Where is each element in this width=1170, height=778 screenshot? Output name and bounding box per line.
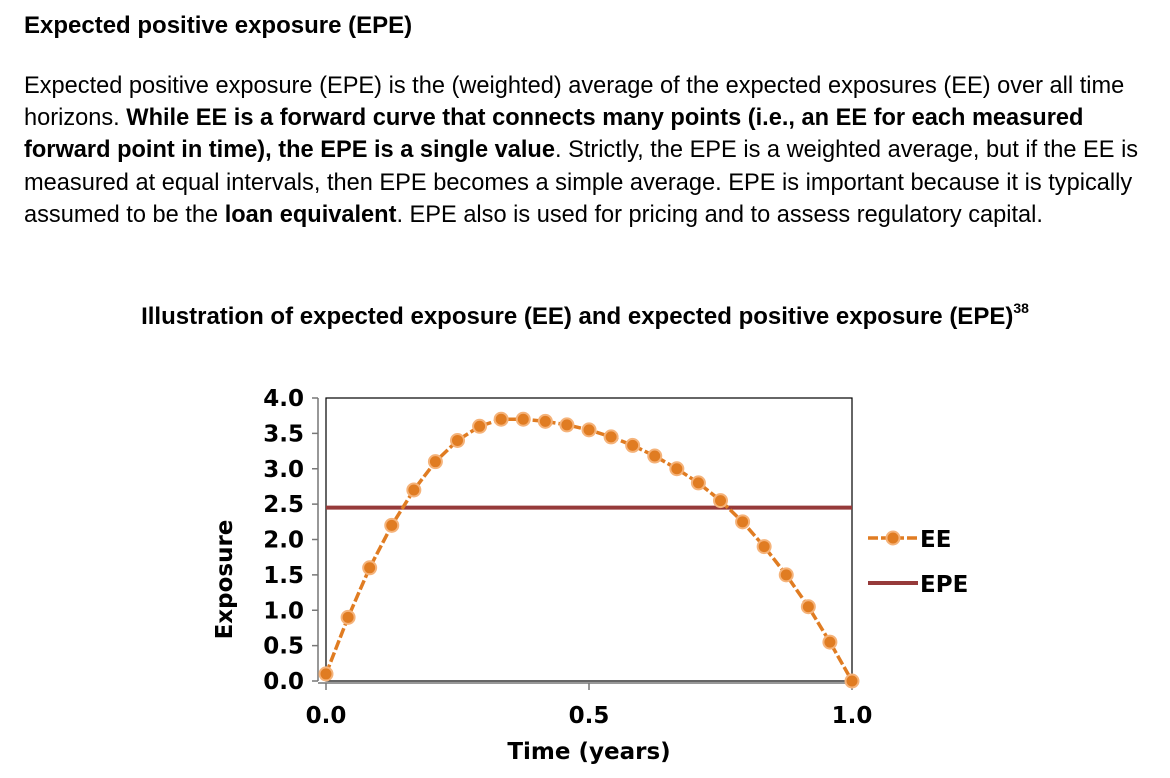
x-tick-label: 0.5 bbox=[569, 703, 610, 729]
y-tick-label: 2.0 bbox=[263, 528, 304, 554]
ee-data-point bbox=[427, 454, 443, 470]
y-tick-label: 3.0 bbox=[263, 457, 304, 483]
y-axis-label: Exposure bbox=[212, 520, 238, 640]
ee-data-point bbox=[362, 560, 378, 576]
y-tick-label: 1.5 bbox=[263, 563, 304, 589]
section-heading: Expected positive exposure (EPE) bbox=[24, 12, 413, 39]
y-tick-label: 4.0 bbox=[263, 386, 304, 412]
ee-data-point bbox=[625, 437, 641, 453]
legend-epe-label: EPE bbox=[920, 572, 968, 598]
y-tick-label: 1.0 bbox=[263, 598, 304, 624]
ee-data-point bbox=[515, 411, 531, 427]
plot-frame bbox=[325, 397, 853, 682]
ee-data-point bbox=[690, 475, 706, 491]
ee-line bbox=[324, 417, 854, 682]
paragraph-run-bold: loan equivalent bbox=[224, 201, 397, 228]
paragraph-run: . EPE also is used for pricing and to as… bbox=[396, 201, 1043, 228]
ee-data-point bbox=[340, 609, 356, 625]
body-paragraph: Expected positive exposure (EPE) is the … bbox=[24, 70, 1159, 231]
ee-data-point bbox=[778, 567, 794, 583]
ee-data-point bbox=[844, 673, 860, 689]
ee-data-point bbox=[822, 634, 838, 650]
ee-data-point bbox=[384, 517, 400, 533]
x-tick-label: 1.0 bbox=[832, 703, 873, 729]
ee-data-point bbox=[647, 448, 663, 464]
legend-ee-label: EE bbox=[920, 527, 951, 553]
ee-data-point bbox=[318, 666, 334, 682]
ee-data-point bbox=[713, 493, 728, 509]
y-tick-label: 0.5 bbox=[263, 634, 304, 660]
ee-data-point bbox=[800, 599, 816, 615]
ee-data-point bbox=[559, 417, 575, 433]
x-axis-label: Time (years) bbox=[507, 739, 670, 765]
legend-ee-marker bbox=[885, 530, 901, 546]
footnote-marker: 38 bbox=[1013, 300, 1029, 316]
ee-data-point bbox=[450, 432, 465, 448]
ee-data-point bbox=[669, 461, 685, 477]
ee-data-point bbox=[406, 482, 422, 498]
paragraph-run: Expected positive exposure (EPE) is the … bbox=[24, 73, 1125, 132]
ee-data-point bbox=[472, 418, 488, 434]
y-tick-label: 2.5 bbox=[263, 492, 304, 518]
x-tick-label: 0.0 bbox=[306, 703, 347, 729]
figure-title: Illustration of expected exposure (EE) a… bbox=[0, 290, 1170, 335]
ee-data-point bbox=[537, 413, 553, 429]
ee-data-point bbox=[581, 422, 597, 438]
ee-data-point bbox=[603, 429, 619, 445]
figure-title-text: Illustration of expected exposure (EE) a… bbox=[141, 303, 1014, 330]
paragraph-run: . Strictly, the EPE is a weighted averag… bbox=[24, 137, 1139, 228]
paragraph-run-bold: While EE is a forward curve that connect… bbox=[24, 105, 1084, 164]
y-tick-label: 3.5 bbox=[263, 421, 304, 447]
y-tick-label: 0.0 bbox=[263, 669, 304, 695]
ee-data-point bbox=[735, 514, 751, 530]
ee-data-point bbox=[493, 411, 509, 427]
ee-data-point bbox=[756, 539, 772, 555]
